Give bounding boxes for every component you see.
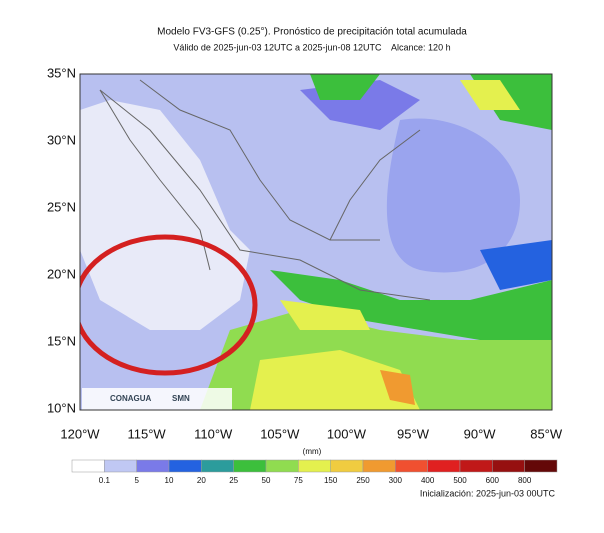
lat-label: 35°N	[47, 65, 76, 80]
colorbar-label: 400	[421, 476, 435, 485]
colorbar-box	[233, 459, 267, 473]
colorbar-label: 0.1	[99, 476, 111, 485]
subtitle: Válido de 2025-jun-03 12UTC a 2025-jun-0…	[173, 42, 450, 52]
colorbar-box	[136, 459, 170, 473]
colorbar-label: 300	[389, 476, 403, 485]
map-frame	[79, 73, 553, 411]
lat-label: 25°N	[47, 199, 76, 214]
colorbar-label: 25	[229, 476, 238, 485]
lon-label: 95°W	[397, 426, 430, 441]
logo-smn: SMN	[172, 394, 190, 403]
colorbar-box	[395, 459, 428, 473]
colorbar-box	[362, 459, 396, 473]
colorbar-box	[71, 459, 105, 473]
colorbar-box	[427, 459, 461, 473]
colorbar-box	[104, 459, 137, 473]
map	[80, 74, 552, 410]
title: Modelo FV3-GFS (0.25°). Pronóstico de pr…	[157, 27, 467, 38]
colorbar-label: 10	[165, 476, 174, 485]
colorbar-box	[201, 459, 234, 473]
lat-label: 30°N	[47, 132, 76, 147]
colorbar-label: 150	[324, 476, 338, 485]
colorbar-box	[524, 459, 558, 473]
colorbar-label: 800	[518, 476, 532, 485]
colorbar-label: 50	[262, 476, 271, 485]
lat-label: 20°N	[47, 266, 76, 281]
colorbar-box	[168, 459, 202, 473]
lon-label: 85°W	[530, 426, 563, 441]
lon-label: 105°W	[260, 426, 300, 441]
colorbar-label: 20	[197, 476, 206, 485]
lon-label: 110°W	[194, 426, 233, 441]
lat-label: 15°N	[47, 333, 76, 348]
colorbar-box	[298, 459, 331, 473]
colorbar-box	[265, 459, 299, 473]
colorbar-units: (mm)	[303, 447, 322, 456]
colorbar-label: 600	[486, 476, 500, 485]
colorbar-box	[330, 459, 364, 473]
colorbar-label: 5	[134, 476, 139, 485]
init-time: Inicialización: 2025-jun-03 00UTC	[420, 488, 556, 498]
lon-label: 115°W	[127, 426, 166, 441]
lon-label: 120°W	[60, 426, 100, 441]
colorbar-box	[459, 459, 493, 473]
lon-label: 100°W	[327, 426, 367, 441]
lat-label: 10°N	[47, 400, 76, 415]
colorbar-label: 250	[356, 476, 370, 485]
colorbar-box	[492, 459, 525, 473]
logo-conagua: CONAGUA	[110, 394, 152, 403]
colorbar-label: 500	[453, 476, 467, 485]
colorbar-label: 75	[294, 476, 303, 485]
lon-label: 90°W	[464, 426, 497, 441]
